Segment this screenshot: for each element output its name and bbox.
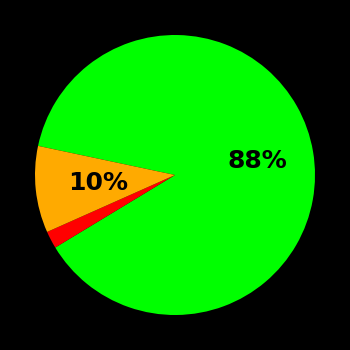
Wedge shape: [47, 175, 175, 247]
Wedge shape: [38, 35, 315, 315]
Text: 10%: 10%: [68, 171, 128, 195]
Wedge shape: [35, 146, 175, 232]
Text: 88%: 88%: [228, 149, 288, 173]
